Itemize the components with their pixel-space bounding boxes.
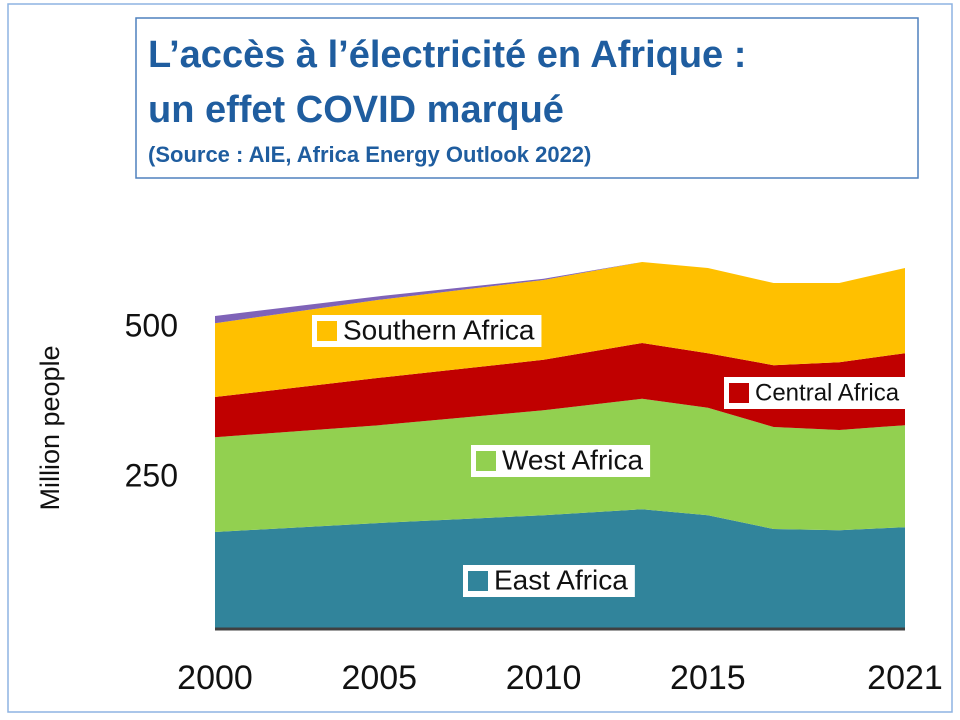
legend-label: West Africa (502, 444, 644, 475)
y-tick-label: 500 (125, 307, 178, 343)
legend-label: Central Africa (755, 379, 900, 406)
area (215, 343, 905, 438)
legend-label: Southern Africa (343, 314, 535, 345)
x-tick-label: 2021 (867, 659, 943, 697)
legend-swatch (317, 321, 337, 341)
chart-title: un effet COVID marqué (148, 89, 564, 131)
chart-title: L’accès à l’électricité en Afrique : (148, 34, 746, 76)
x-tick-label: 2000 (177, 659, 253, 697)
legend-box (724, 377, 907, 409)
legend-swatch (476, 451, 496, 471)
legend-label: East Africa (494, 564, 628, 595)
legend-swatch (729, 383, 749, 403)
chart-subtitle: (Source : AIE, Africa Energy Outlook 202… (148, 142, 591, 167)
area (215, 262, 905, 397)
legend-swatch (468, 571, 488, 591)
y-axis-label: Million people (35, 345, 65, 510)
x-tick-label: 2015 (670, 659, 746, 697)
legend-box (471, 445, 651, 477)
legend-box (312, 315, 542, 347)
y-tick-label: 250 (125, 457, 178, 493)
x-tick-label: 2005 (341, 659, 417, 697)
x-tick-label: 2010 (506, 659, 582, 697)
legend-box (463, 565, 635, 597)
title-box (135, 17, 919, 179)
